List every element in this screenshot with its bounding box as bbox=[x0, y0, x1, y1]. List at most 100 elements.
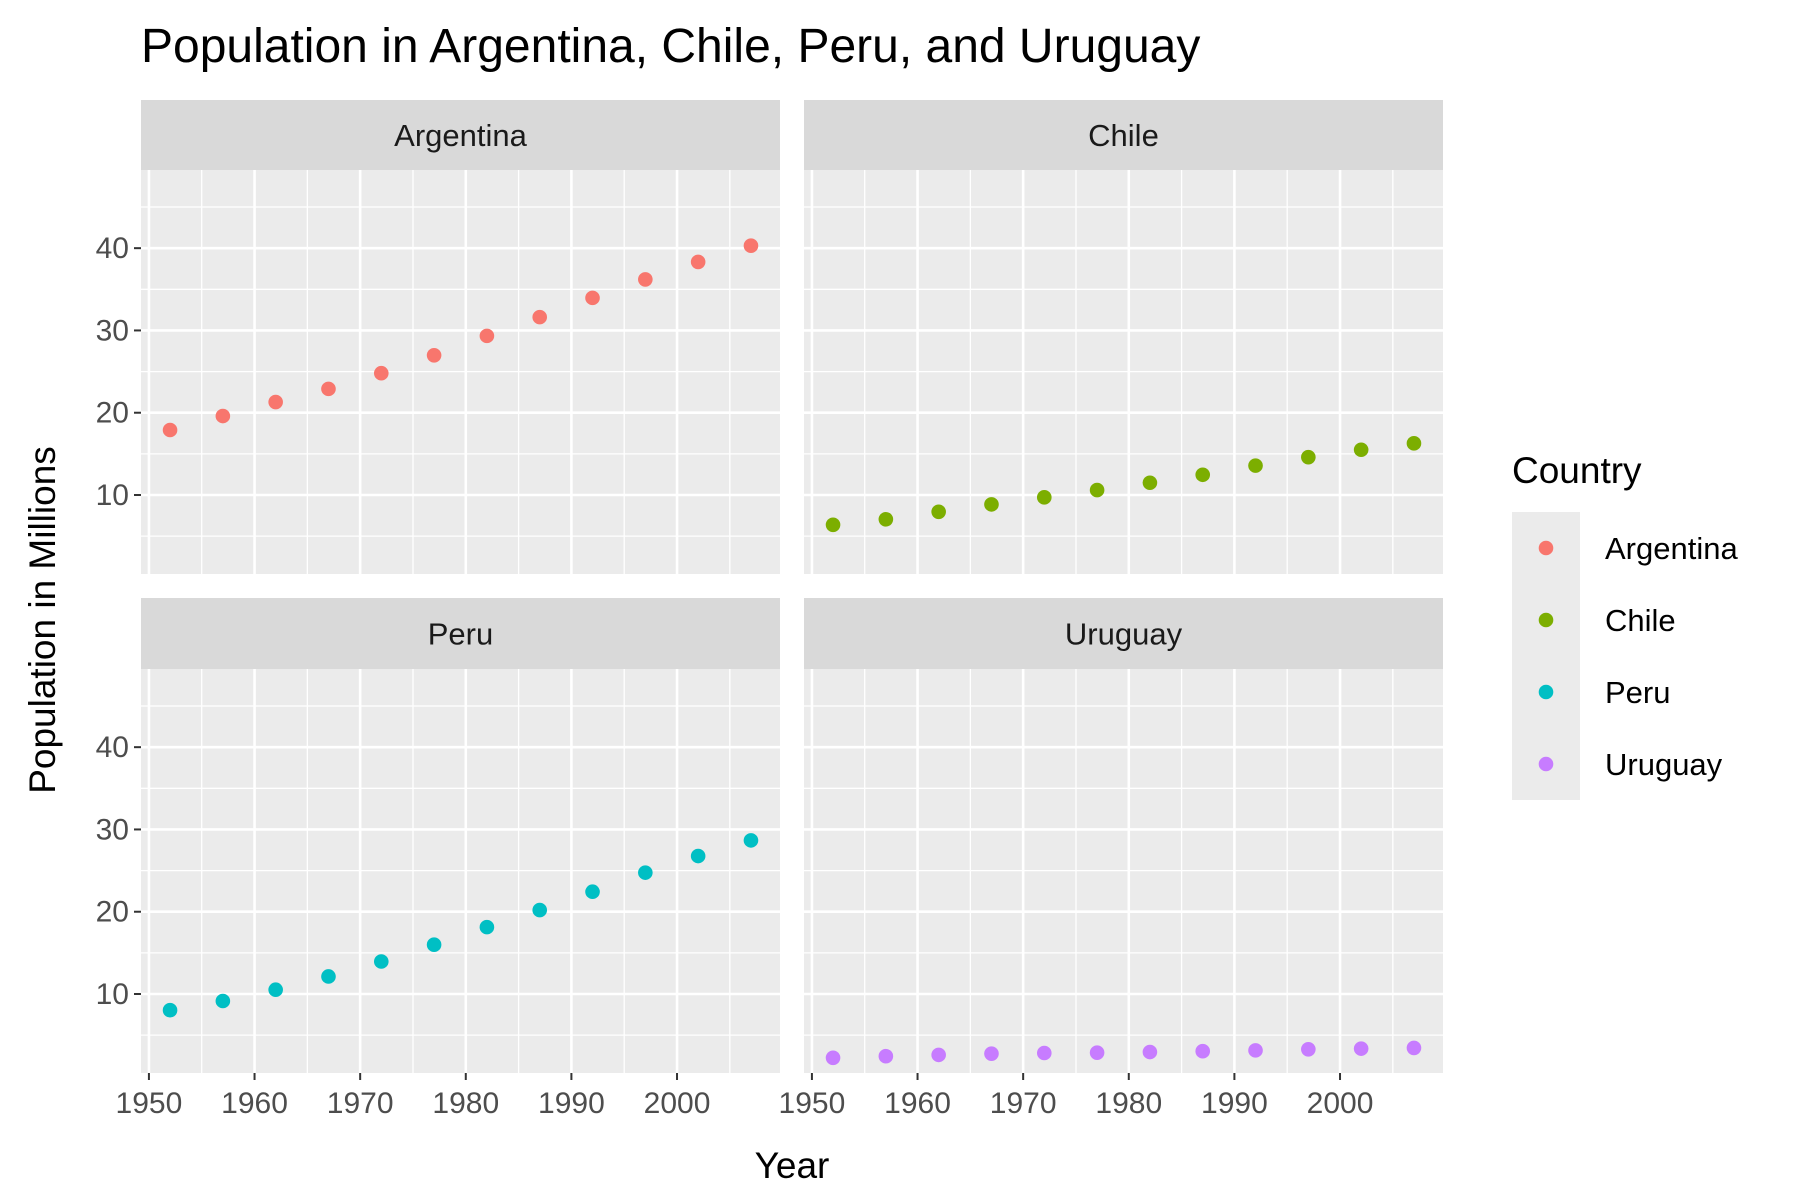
facet-chile: Chile bbox=[804, 100, 1443, 574]
legend-label: Chile bbox=[1605, 603, 1676, 638]
point-peru-2007 bbox=[743, 833, 759, 848]
point-argentina-1962 bbox=[268, 394, 283, 410]
point-chile-2007 bbox=[1406, 436, 1422, 451]
legend-item-uruguay: Uruguay bbox=[1512, 728, 1723, 800]
point-uruguay-1962 bbox=[931, 1047, 946, 1063]
y-tick-label: 40 bbox=[96, 731, 129, 764]
point-peru-1997 bbox=[638, 865, 653, 880]
point-chile-1962 bbox=[931, 504, 946, 520]
point-uruguay-2007 bbox=[1406, 1040, 1422, 1056]
x-tick-label: 1970 bbox=[990, 1087, 1057, 1120]
point-argentina-2002 bbox=[690, 254, 706, 270]
facet-strip-label: Peru bbox=[428, 617, 493, 652]
x-tick-label: 2000 bbox=[1307, 1087, 1374, 1120]
point-argentina-1957 bbox=[215, 408, 231, 424]
legend-title: Country bbox=[1512, 450, 1642, 491]
point-chile-1992 bbox=[1248, 458, 1263, 473]
point-chile-1982 bbox=[1142, 475, 1158, 491]
point-peru-1952 bbox=[162, 1002, 178, 1018]
facet-strip-label: Chile bbox=[1088, 118, 1159, 153]
point-argentina-2007 bbox=[743, 238, 759, 253]
facet-peru: Peru bbox=[141, 598, 780, 1073]
point-chile-1972 bbox=[1036, 490, 1052, 505]
x-axis: 1950 1960 1970 1980 1990 2000 1950 1960 1970 1980… bbox=[116, 1073, 1374, 1120]
y-tick-label: 10 bbox=[96, 479, 129, 512]
point-peru-1962 bbox=[268, 982, 283, 998]
facet-strip bbox=[804, 598, 1443, 669]
facet-argentina: Argentina bbox=[141, 100, 780, 574]
facet-strip-label: Argentina bbox=[394, 118, 527, 153]
legend: Country Argentina Chile Peru Uruguay bbox=[1512, 450, 1738, 800]
legend-marker bbox=[1538, 540, 1554, 556]
x-axis-title: Year bbox=[755, 1145, 830, 1186]
point-chile-1957 bbox=[878, 511, 894, 527]
facet-panels: Argentina Chile Peru Uruguay bbox=[141, 100, 1443, 1073]
point-chile-1987 bbox=[1195, 467, 1211, 483]
point-chile-2002 bbox=[1353, 442, 1369, 458]
point-uruguay-1987 bbox=[1195, 1043, 1211, 1059]
y-tick-label: 10 bbox=[96, 978, 129, 1011]
y-tick-label: 30 bbox=[96, 813, 129, 846]
point-argentina-1982 bbox=[479, 328, 495, 344]
y-tick-label: 20 bbox=[96, 397, 129, 430]
facet-uruguay: Uruguay bbox=[804, 598, 1443, 1073]
point-peru-1957 bbox=[215, 993, 231, 1009]
point-peru-1982 bbox=[479, 919, 495, 935]
point-peru-1967 bbox=[321, 969, 336, 984]
point-argentina-1997 bbox=[638, 272, 653, 287]
x-tick-label: 1980 bbox=[432, 1087, 499, 1120]
point-peru-1977 bbox=[426, 937, 442, 953]
facet-strip bbox=[141, 598, 780, 669]
x-tick-label: 1950 bbox=[116, 1087, 183, 1120]
point-argentina-1987 bbox=[532, 309, 548, 325]
legend-item-peru: Peru bbox=[1512, 656, 1670, 728]
point-argentina-1992 bbox=[585, 290, 600, 306]
x-tick-label: 1950 bbox=[779, 1087, 846, 1120]
facet-strip bbox=[141, 100, 780, 170]
point-argentina-1952 bbox=[162, 422, 178, 438]
legend-label: Peru bbox=[1605, 675, 1670, 710]
point-uruguay-1992 bbox=[1248, 1043, 1263, 1058]
x-tick-label: 2000 bbox=[644, 1087, 711, 1120]
legend-item-chile: Chile bbox=[1512, 584, 1676, 656]
point-peru-1972 bbox=[373, 954, 389, 969]
point-peru-1987 bbox=[532, 902, 548, 918]
point-chile-1952 bbox=[825, 517, 841, 533]
x-tick-label: 1960 bbox=[221, 1087, 288, 1120]
legend-label: Argentina bbox=[1605, 531, 1738, 566]
x-tick-label: 1990 bbox=[538, 1087, 605, 1120]
point-peru-1992 bbox=[585, 884, 600, 900]
point-uruguay-1972 bbox=[1036, 1045, 1052, 1061]
point-chile-1977 bbox=[1089, 482, 1105, 498]
point-uruguay-2002 bbox=[1353, 1041, 1369, 1056]
legend-marker bbox=[1538, 612, 1554, 628]
point-argentina-1972 bbox=[373, 365, 389, 381]
point-uruguay-1977 bbox=[1089, 1045, 1105, 1060]
y-tick-label: 40 bbox=[96, 232, 129, 265]
point-uruguay-1967 bbox=[984, 1046, 999, 1061]
y-axis-title: Population in Millions bbox=[22, 446, 63, 794]
x-tick-label: 1960 bbox=[884, 1087, 951, 1120]
point-uruguay-1982 bbox=[1142, 1044, 1158, 1060]
x-tick-label: 1990 bbox=[1201, 1087, 1268, 1120]
y-tick-label: 20 bbox=[96, 896, 129, 929]
x-tick-label: 1970 bbox=[327, 1087, 394, 1120]
legend-marker bbox=[1538, 684, 1554, 700]
legend-label: Uruguay bbox=[1605, 747, 1723, 782]
point-uruguay-1997 bbox=[1301, 1042, 1316, 1057]
facet-strip bbox=[804, 100, 1443, 170]
point-chile-1967 bbox=[984, 497, 999, 512]
point-peru-2002 bbox=[690, 848, 706, 864]
point-argentina-1977 bbox=[426, 347, 442, 363]
point-uruguay-1957 bbox=[878, 1048, 894, 1064]
legend-marker bbox=[1538, 756, 1554, 772]
point-chile-1997 bbox=[1301, 449, 1316, 465]
chart-title: Population in Argentina, Chile, Peru, an… bbox=[141, 20, 1200, 73]
y-axis: 10 20 30 40 10 20 30 40 bbox=[96, 232, 141, 1011]
point-uruguay-1952 bbox=[825, 1050, 841, 1066]
y-tick-label: 30 bbox=[96, 314, 129, 347]
legend-item-argentina: Argentina bbox=[1512, 512, 1738, 584]
facet-strip-label: Uruguay bbox=[1065, 617, 1183, 652]
x-tick-label: 1980 bbox=[1095, 1087, 1162, 1120]
